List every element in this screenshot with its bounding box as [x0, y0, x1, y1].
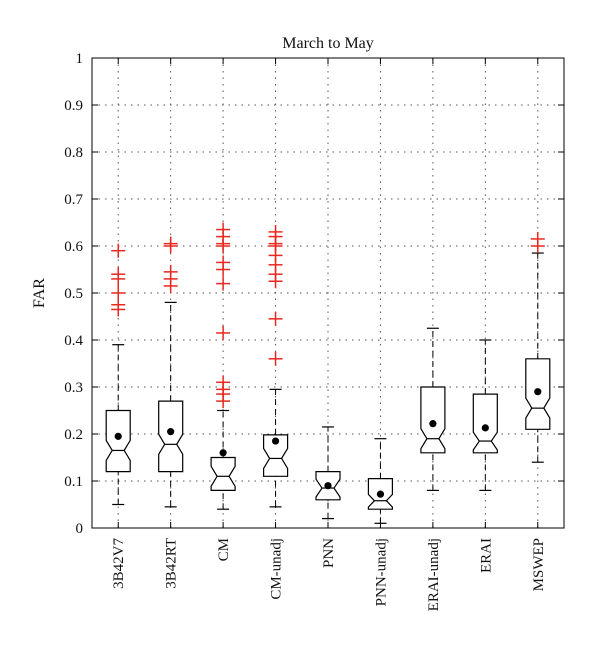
box-MSWEP [525, 231, 551, 463]
outlier-marker [530, 231, 545, 246]
box-CM [210, 222, 236, 510]
y-axis: 0 0.1 0.2 0.3 0.4 0.5 0.6 0.7 0.8 0.9 1 [64, 51, 564, 537]
outlier-marker [268, 311, 283, 326]
plot-frame [91, 57, 565, 529]
outlier-marker [216, 255, 231, 270]
y-tick-label: 0.6 [64, 239, 83, 255]
x-tick-label: PNN [321, 538, 337, 568]
box-ERAI [472, 339, 498, 491]
y-tick-label: 0.2 [64, 427, 83, 443]
mean-marker [271, 437, 280, 445]
mean-marker [114, 432, 122, 440]
mean-marker [481, 424, 489, 432]
outlier-marker [111, 243, 126, 258]
mean-marker [376, 490, 385, 498]
outlier-marker [111, 286, 126, 300]
mean-marker [429, 420, 437, 428]
x-tick-label: 3B42RT [164, 538, 180, 589]
x-tick-label: MSWEP [531, 538, 547, 591]
outlier-marker [216, 222, 231, 237]
box-3B42RT [158, 236, 184, 508]
box-body [105, 409, 131, 473]
x-axis: 3B42V7 3B42RT CM CM-unadj PNN PNN-unadj ERAI-u… [111, 58, 547, 611]
y-tick-label: 0.7 [64, 192, 83, 208]
x-tick-label: ERAI [478, 538, 494, 573]
box-CM-unadj [263, 224, 289, 508]
outlier-marker [268, 351, 283, 366]
mean-marker [219, 449, 227, 457]
box-body [420, 386, 446, 454]
y-tick-label: 1 [76, 51, 84, 67]
y-tick-label: 0.8 [64, 145, 83, 161]
mean-marker [167, 428, 175, 436]
y-tick-label: 0.5 [64, 286, 83, 302]
box-ERAI-unadj [420, 327, 446, 491]
box-PNN-unadj [367, 438, 393, 524]
y-tick-label: 0.9 [64, 98, 83, 114]
x-tick-label: CM-unadj [269, 538, 285, 600]
box-body [263, 434, 289, 477]
box-PNN [315, 426, 341, 520]
chart-title: March to May [282, 35, 374, 52]
x-tick-label: 3B42V7 [111, 538, 127, 589]
x-tick-label: ERAI-unadj [426, 538, 442, 611]
outlier-marker [163, 264, 178, 279]
y-tick-label: 0 [76, 521, 84, 537]
x-tick-label: PNN-unadj [373, 538, 389, 606]
outlier-marker [163, 236, 178, 251]
y-axis-label: FAR [31, 278, 48, 308]
boxes [105, 222, 551, 524]
outlier-marker [216, 276, 231, 291]
y-tick-label: 0.3 [64, 380, 83, 396]
outlier-marker [216, 325, 231, 340]
box-body [210, 456, 236, 491]
y-tick-label: 0.4 [64, 333, 83, 349]
y-tick-label: 0.1 [64, 474, 83, 490]
outlier-marker [216, 375, 231, 390]
mean-marker [534, 388, 542, 396]
outlier-marker [268, 224, 283, 239]
box-3B42V7 [105, 243, 131, 506]
outlier-marker [111, 267, 126, 282]
mean-marker [324, 482, 332, 490]
box-body [158, 400, 184, 473]
box-body [472, 393, 498, 454]
outlier-marker [111, 297, 126, 312]
x-tick-label: CM [216, 538, 232, 561]
